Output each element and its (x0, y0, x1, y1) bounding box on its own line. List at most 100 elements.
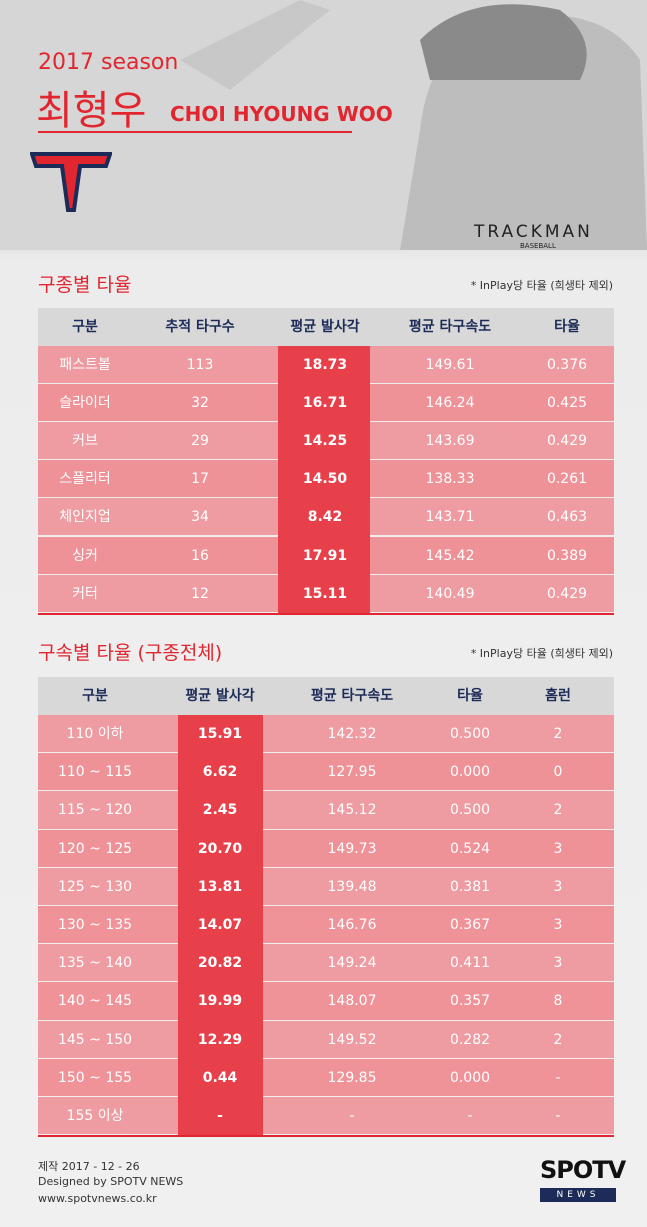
table-cell: 0.000 (449, 1069, 491, 1086)
table-cell: 110 ~ 115 (57, 764, 133, 781)
table-cell: 12 (191, 585, 209, 602)
table-cell: 139.48 (327, 878, 377, 895)
table-cell: 3 (553, 917, 563, 933)
table-cell: 135 ~ 140 (57, 955, 133, 972)
season: 2017 season (38, 50, 179, 75)
player-photo (0, 0, 647, 250)
table-cell: 0.500 (449, 726, 491, 742)
table-cell: 150 ~ 155 (57, 1069, 133, 1086)
url: www.spotvnews.co.kr (38, 1192, 157, 1205)
row-bg (38, 753, 614, 791)
table-cell: 0.425 (546, 395, 588, 412)
column-header: 평균 발사각 (290, 319, 360, 335)
made-date: 제작 2017 - 12 - 26 (38, 1160, 140, 1173)
highlight-cell: 15.11 (302, 585, 348, 602)
table-cell: 싱커 (72, 547, 98, 564)
table-cell: 2 (553, 726, 563, 742)
table-bottom-rule (38, 612, 614, 615)
table-cell: 155 이상 (66, 1108, 124, 1124)
table-cell: 149.52 (327, 1031, 377, 1048)
table-cell: 143.71 (425, 509, 475, 526)
column-header: 타율 (554, 319, 580, 335)
header-row (38, 677, 614, 715)
table-cell: 커터 (72, 585, 98, 602)
table-cell: 115 ~ 120 (57, 802, 133, 819)
table-cell: 16 (191, 547, 209, 564)
table-cell: 113 (186, 357, 214, 373)
table-cell: 0.500 (449, 802, 491, 819)
row-bg (38, 1097, 614, 1135)
table-cell: 0.381 (449, 878, 491, 895)
table-cell: 149.61 (425, 357, 475, 373)
logo: SPOTV (540, 1156, 626, 1184)
row-bg (38, 1020, 614, 1058)
table-cell: 32 (191, 395, 209, 412)
header-row (38, 308, 614, 346)
table-cell: 149.73 (327, 840, 377, 857)
brand: TRACKMAN (474, 222, 593, 242)
highlight-cell: 14.25 (302, 433, 348, 450)
table-cell: 슬라이더 (59, 395, 111, 412)
table-cell: 125 ~ 130 (57, 878, 133, 895)
table-cell: - (555, 1069, 561, 1086)
team-logo (30, 152, 112, 212)
highlight-cell: 16.71 (302, 395, 348, 412)
table-cell: 140.49 (425, 585, 475, 602)
brand-sub: BASEBALL (520, 242, 556, 250)
table-cell: 스플리터 (59, 471, 111, 488)
row-bg (38, 944, 614, 982)
table-cell: 0.367 (449, 917, 491, 933)
highlight-cell: 2.45 (202, 802, 238, 819)
highlight-cell: 19.99 (197, 993, 243, 1010)
row-bg (38, 715, 614, 753)
table-cell: 0.524 (449, 840, 491, 857)
table-cell: 143.69 (425, 433, 475, 450)
table-cell: 129.85 (327, 1069, 377, 1086)
section-note: * InPlay당 타율 (희생타 제외) (470, 647, 613, 660)
table-cell: 3 (553, 878, 563, 895)
section-title: 구속별 타율 (구종전체) (38, 642, 223, 664)
column-header: 홈런 (545, 688, 571, 704)
highlight-cell: 14.07 (197, 917, 243, 933)
table-cell: 145.42 (425, 547, 475, 564)
highlight-cell: 13.81 (197, 878, 243, 895)
table-cell: 127.95 (327, 764, 377, 781)
table-bottom-rule (38, 1135, 614, 1138)
highlight-cell: 20.70 (197, 840, 243, 857)
highlight-cell: 8.42 (307, 509, 343, 526)
column-header: 평균 타구속도 (310, 688, 394, 704)
highlight-cell: 15.91 (197, 726, 243, 742)
designed-by: Designed by SPOTV NEWS (38, 1175, 184, 1188)
column-header: 평균 발사각 (185, 688, 255, 704)
table-cell: 0.389 (546, 547, 588, 564)
table-cell: 0.463 (546, 509, 588, 526)
table-cell: - (349, 1108, 355, 1124)
highlight-cell: 6.62 (202, 764, 238, 781)
table-cell: 146.76 (327, 917, 377, 933)
highlight-cell: 18.73 (302, 357, 348, 373)
column-header: 타율 (457, 688, 483, 704)
table-cell: 146.24 (425, 395, 475, 412)
highlight-cell: 14.50 (302, 471, 348, 488)
table-cell: 2 (553, 802, 563, 819)
table-cell: 0 (553, 764, 563, 781)
highlight-column (178, 715, 263, 1136)
table-cell: 2 (553, 1031, 563, 1048)
table-cell: 34 (191, 509, 209, 526)
table-cell: 148.07 (327, 993, 377, 1010)
row-bg (38, 829, 614, 867)
table-cell: 3 (553, 955, 563, 972)
row-bg (38, 906, 614, 944)
player-name-ko: 최형우 (36, 88, 147, 134)
table-cell: 0.000 (449, 764, 491, 781)
player-name-en: CHOI HYOUNG WOO (170, 102, 393, 126)
table-cell: 145.12 (327, 802, 377, 819)
section-note: * InPlay당 타율 (희생타 제외) (470, 279, 613, 292)
table-cell: 체인지업 (59, 509, 111, 526)
table-cell: 17 (191, 471, 209, 488)
table-cell: 130 ~ 135 (57, 917, 133, 933)
highlight-cell: 0.44 (202, 1069, 238, 1086)
table-cell: 110 이하 (66, 726, 124, 742)
column-header: 구분 (72, 319, 98, 335)
